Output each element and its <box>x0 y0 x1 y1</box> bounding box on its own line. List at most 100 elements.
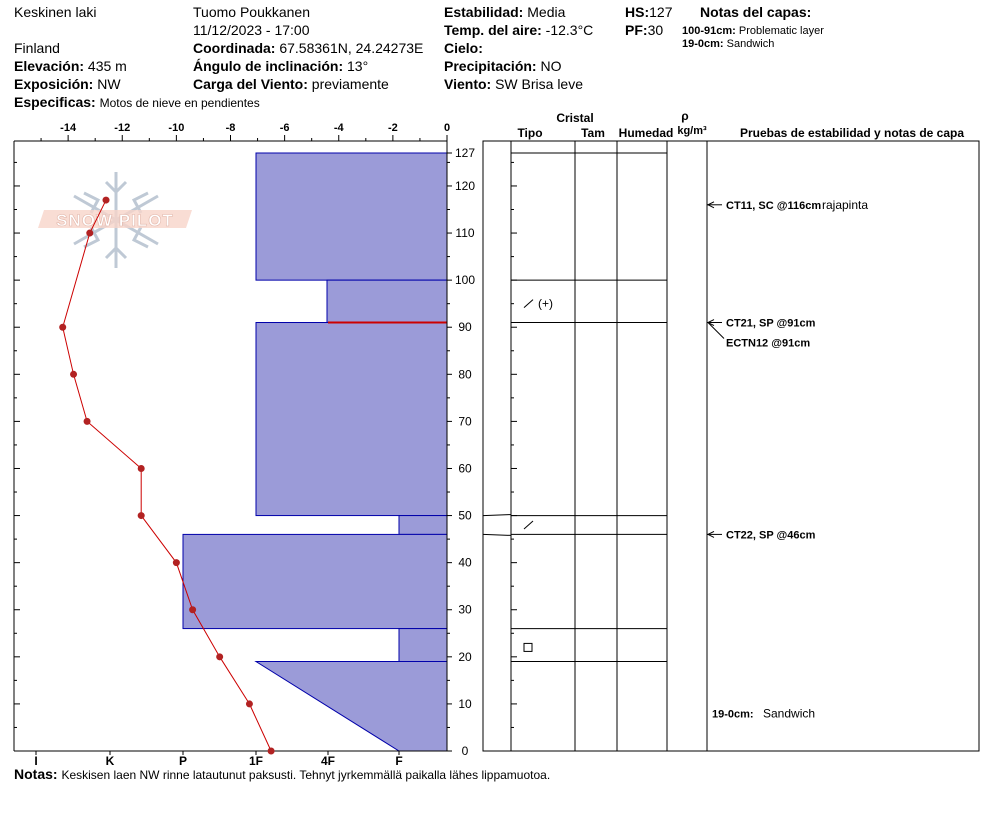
temp-tick-label: -12 <box>114 122 130 134</box>
hardness-layer <box>398 628 448 663</box>
col-header-cristal: Cristal <box>556 111 593 125</box>
test-leader <box>707 322 725 339</box>
depth-tick-label: 100 <box>455 273 475 287</box>
temperature-point <box>70 370 78 378</box>
layer-note-text: Sandwich <box>726 38 775 50</box>
hardness-tick-label: I <box>34 754 37 768</box>
coord-value: 67.58361N, 24.24273E <box>279 40 424 56</box>
air-temp-value: -12.3°C <box>545 22 594 38</box>
crystal-symbol <box>523 520 534 530</box>
exposure-value: NW <box>97 76 121 92</box>
layer-note-text: Problematic layer <box>738 25 824 37</box>
notes: Notas: Keskisen laen NW rinne latautunut… <box>14 766 550 784</box>
slope-angle: Ángulo de inclinación: 13° <box>193 58 368 75</box>
hs: HS:127 <box>625 4 672 21</box>
temperature-point <box>189 606 197 614</box>
temp-tick-label: 0 <box>444 122 450 134</box>
temp-tick-label: -10 <box>168 122 184 134</box>
temperature-point <box>267 747 275 755</box>
precipitation: Precipitación: NO <box>444 58 561 75</box>
depth-tick-label: 10 <box>458 697 472 711</box>
observer: Tuomo Poukkanen <box>193 4 310 20</box>
hardness-tick-label: K <box>106 754 115 768</box>
hardness-layer <box>255 322 448 517</box>
hardness-tick-label: 4F <box>321 754 335 768</box>
wind-load: Carga del Viento: previamente <box>193 76 389 93</box>
exposure-label: Exposición: <box>14 76 94 92</box>
depth-tick-label: 20 <box>458 650 472 664</box>
crystal-symbol <box>523 299 534 309</box>
depth-tick-label: 80 <box>458 367 472 381</box>
air-temp: Temp. del aire: -12.3°C <box>444 22 593 39</box>
wind-value: SW Brisa leve <box>495 76 584 92</box>
test-note: rajapinta <box>822 198 868 212</box>
temperature-point <box>216 653 224 661</box>
wind: Viento: SW Brisa leve <box>444 76 583 93</box>
sky: Cielo: <box>444 40 483 57</box>
country: Finland <box>14 40 60 56</box>
layer-note-1: 100-91cm: Problematic layer <box>682 24 824 38</box>
temperature-point <box>137 464 145 472</box>
test-label: CT21, SP @91cm <box>726 318 816 330</box>
col-header-density-unit: kg/m³ <box>677 125 707 137</box>
boundary-connector <box>482 514 512 517</box>
temperature-point <box>83 417 91 425</box>
layer-comment-text: Sandwich <box>763 706 815 720</box>
temperature-point <box>86 229 94 237</box>
hardness-layer <box>255 152 448 281</box>
hardness-tick-label: P <box>179 754 187 768</box>
air-temp-label: Temp. del aire: <box>444 22 542 38</box>
coord-label: Coordinada: <box>193 40 276 56</box>
specifics: Especificas: Motos de nieve en pendiente… <box>14 94 260 112</box>
temp-tick-label: -6 <box>280 122 290 134</box>
pf-value: 30 <box>647 22 664 38</box>
wind-load-value: previamente <box>311 76 389 92</box>
wind-load-label: Carga del Viento: <box>193 76 308 92</box>
temp-tick-label: -8 <box>226 122 236 134</box>
temperature-line <box>62 199 272 752</box>
col-header-tipo: Tipo <box>517 126 542 140</box>
depth-tick-label: 70 <box>458 414 472 428</box>
temperature-point <box>102 196 110 204</box>
test-label: CT22, SP @46cm <box>726 529 816 541</box>
boundary-connector <box>482 533 512 536</box>
col-header-humedad: Humedad <box>619 126 674 140</box>
depth-tick-label: 120 <box>455 179 475 193</box>
specifics-value: Motos de nieve en pendientes <box>99 96 260 110</box>
temp-tick-label: -2 <box>388 122 398 134</box>
layer-notes-label: Notas del capas: <box>700 4 812 20</box>
elevation-label: Elevación: <box>14 58 85 74</box>
exposure: Exposición: NW <box>14 76 121 93</box>
location: Keskinen laki <box>14 4 97 20</box>
depth-top-label: 127 <box>455 146 475 160</box>
test-label: CT11, SC @116cm <box>726 200 821 212</box>
crystal-grain-mark: (+) <box>538 297 553 311</box>
col-header-tests: Pruebas de estabilidad y notas de capa <box>740 126 964 140</box>
datetime: 11/12/2023 - 17:00 <box>193 22 310 38</box>
hs-value: 127 <box>649 4 673 20</box>
temperature-point <box>245 700 253 708</box>
specifics-label: Especificas: <box>14 94 96 110</box>
temperature-point <box>59 323 67 331</box>
hardness-tick-label: F <box>395 754 402 768</box>
hardness-tick-label: 1F <box>249 754 263 768</box>
test-label: ECTN12 @91cm <box>726 338 810 350</box>
test-arrow-icon <box>706 201 715 209</box>
layer-note-2: 19-0cm: Sandwich <box>682 37 774 51</box>
col-header-tam: Tam <box>581 126 605 140</box>
hardness-layer <box>398 515 448 535</box>
elevation: Elevación: 435 m <box>14 58 127 75</box>
hs-label: HS: <box>625 4 650 20</box>
snowpilot-logo: SNOW PILOT <box>38 172 192 268</box>
watermark-banner <box>38 210 192 228</box>
stability-label: Estabilidad: <box>444 4 524 20</box>
right-panel-frame <box>482 140 980 752</box>
sky-label: Cielo: <box>444 40 483 56</box>
layer-note-range: 19-0cm: <box>682 38 724 50</box>
layer-note-range: 100-91cm: <box>682 25 736 37</box>
temp-tick-label: -4 <box>334 122 345 134</box>
temp-tick-label: -14 <box>60 122 77 134</box>
depth-tick-label: 110 <box>455 226 474 240</box>
stability: Estabilidad: Media <box>444 4 565 21</box>
depth-tick-label: 40 <box>458 556 472 570</box>
